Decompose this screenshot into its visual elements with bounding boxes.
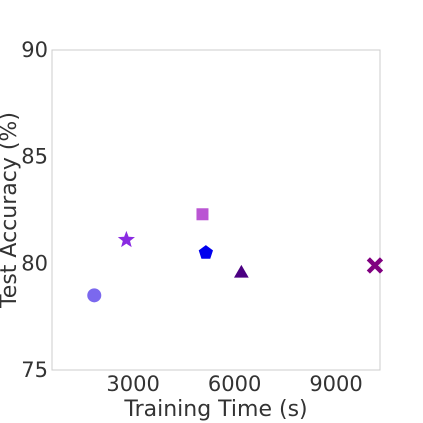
- y-axis-ticks: 75 80 85 90: [21, 38, 48, 382]
- star-point: [117, 230, 135, 248]
- plot-area-frame: [51, 49, 381, 371]
- x-axis-label: Training Time (s): [123, 397, 307, 422]
- x-tick-label: 6000: [208, 372, 261, 396]
- x-point: [366, 257, 384, 274]
- y-tick-label: 80: [21, 251, 48, 275]
- x-axis-ticks: 3000 6000 9000: [106, 372, 362, 396]
- x-tick-label: 9000: [309, 372, 362, 396]
- data-points: [87, 208, 384, 303]
- triangle-point: [234, 264, 249, 278]
- x-tick-label: 3000: [106, 372, 159, 396]
- y-tick-label: 85: [21, 145, 48, 169]
- pentagon-point: [198, 245, 213, 259]
- circle-point: [87, 288, 102, 303]
- y-tick-label: 90: [21, 38, 48, 62]
- y-axis-label: Test Accuracy (%): [0, 112, 22, 309]
- square-point: [196, 208, 209, 221]
- y-tick-label: 75: [21, 358, 48, 382]
